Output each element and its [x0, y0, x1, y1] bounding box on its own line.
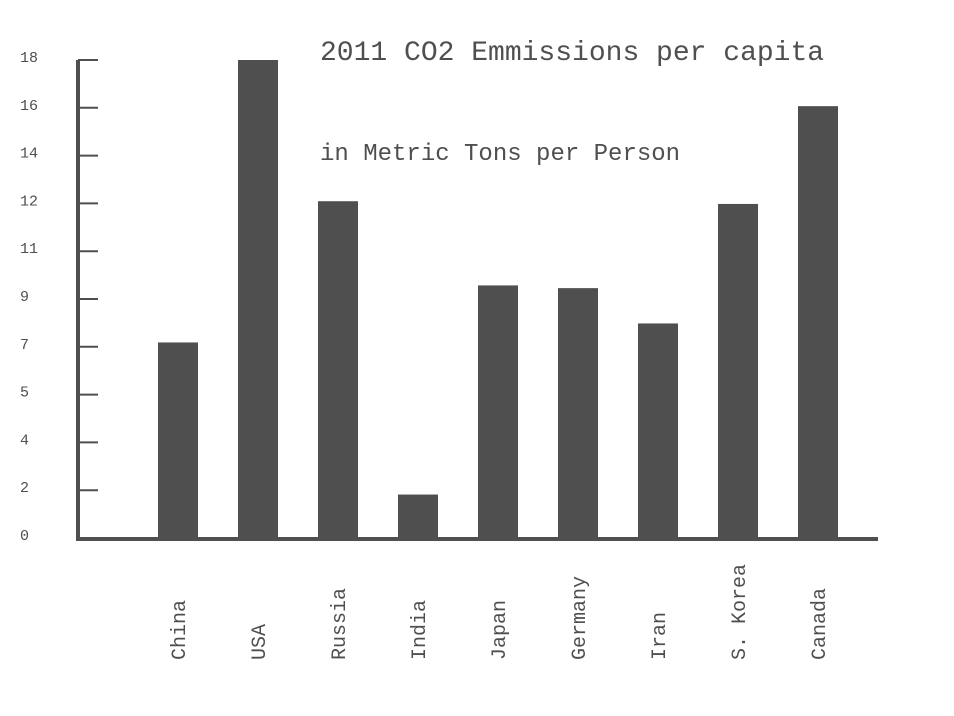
- bars-group: [158, 60, 838, 538]
- x-category-label: Iran: [649, 612, 672, 660]
- x-category-label: Germany: [569, 576, 592, 660]
- bar-s-korea: [718, 203, 758, 538]
- y-tick-label: 7: [20, 337, 29, 354]
- y-tick-label: 0: [20, 528, 29, 545]
- y-tick-label: 14: [20, 146, 38, 163]
- y-tick-label: 16: [20, 98, 38, 115]
- bar-china: [158, 342, 198, 538]
- y-tick-label: 4: [20, 432, 29, 449]
- bar-germany: [558, 288, 598, 538]
- x-category-label: Canada: [809, 588, 832, 660]
- x-category-label: USA: [249, 624, 272, 660]
- x-category-label: Japan: [489, 600, 512, 660]
- y-tick-label: 5: [20, 385, 29, 402]
- y-tick-label: 12: [20, 193, 38, 210]
- chart-subtitle: in Metric Tons per Person: [320, 141, 680, 168]
- y-tick-label: 18: [20, 50, 38, 67]
- y-tick-label: 2: [20, 480, 29, 497]
- bar-canada: [798, 106, 838, 538]
- x-category-label: China: [169, 600, 192, 660]
- chart-title: 2011 CO2 Emmissions per capita: [320, 38, 824, 69]
- x-axis-labels: China USA Russia India Japan Germany Iran S. Ko…: [169, 564, 832, 660]
- bar-japan: [478, 285, 518, 538]
- bar-usa: [238, 60, 278, 538]
- bar-russia: [318, 201, 358, 538]
- x-category-label: India: [409, 600, 432, 660]
- y-tick-label: 9: [20, 289, 29, 306]
- y-axis: 0 2 4 5 7 9 11 12 14 16 18: [20, 50, 878, 545]
- x-category-label: S. Korea: [729, 564, 752, 660]
- y-tick-label: 11: [20, 241, 38, 258]
- bar-india: [398, 494, 438, 538]
- bar-iran: [638, 323, 678, 538]
- x-category-label: Russia: [329, 588, 352, 660]
